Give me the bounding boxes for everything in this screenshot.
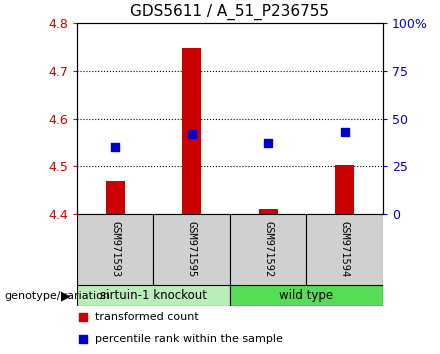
Text: sirtuin-1 knockout: sirtuin-1 knockout	[100, 289, 207, 302]
Point	[80, 337, 87, 342]
Point	[80, 314, 87, 320]
Bar	[306, 214, 383, 285]
Bar	[106, 181, 125, 214]
Text: percentile rank within the sample: percentile rank within the sample	[95, 335, 283, 344]
Point	[188, 131, 195, 137]
Text: GSM971593: GSM971593	[110, 222, 120, 278]
Bar	[77, 214, 154, 285]
Text: transformed count: transformed count	[95, 312, 199, 322]
Bar	[154, 214, 230, 285]
Text: GSM971592: GSM971592	[263, 222, 273, 278]
Text: GSM971595: GSM971595	[187, 222, 197, 278]
Bar	[335, 165, 354, 214]
Point	[112, 144, 119, 150]
Point	[341, 129, 348, 135]
Bar	[182, 48, 201, 214]
Bar	[259, 210, 278, 214]
Bar	[230, 214, 306, 285]
Point	[264, 141, 271, 146]
Text: wild type: wild type	[279, 289, 334, 302]
Text: GSM971594: GSM971594	[340, 222, 349, 278]
Text: ▶: ▶	[61, 289, 71, 302]
Text: genotype/variation: genotype/variation	[4, 291, 110, 301]
Title: GDS5611 / A_51_P236755: GDS5611 / A_51_P236755	[130, 4, 330, 20]
Bar	[230, 285, 383, 306]
Bar	[77, 285, 230, 306]
